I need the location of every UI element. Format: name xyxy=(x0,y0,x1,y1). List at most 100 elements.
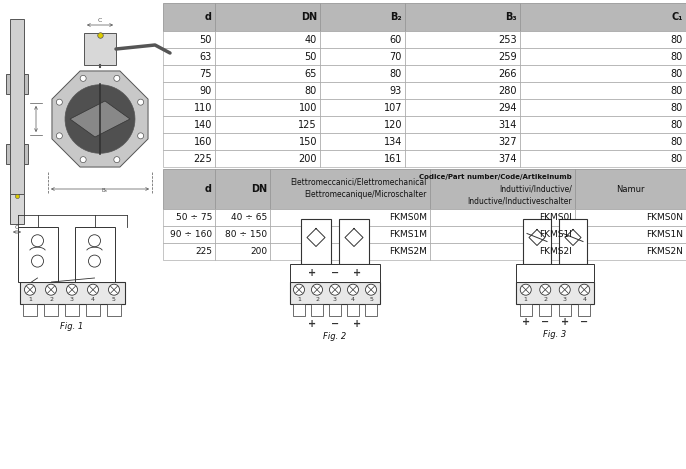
Text: 75: 75 xyxy=(200,68,212,78)
Circle shape xyxy=(311,284,322,295)
Bar xyxy=(215,31,320,48)
Text: 100: 100 xyxy=(298,103,317,113)
Bar xyxy=(10,19,24,194)
Bar xyxy=(215,99,320,116)
Bar xyxy=(520,65,686,82)
Bar xyxy=(430,169,575,209)
Text: Fig. 3: Fig. 3 xyxy=(543,330,567,339)
Text: 2: 2 xyxy=(315,297,319,302)
Text: Fig. 1: Fig. 1 xyxy=(60,322,84,331)
Text: 280: 280 xyxy=(499,85,517,96)
Bar xyxy=(24,144,28,164)
Text: 80: 80 xyxy=(671,136,683,146)
Circle shape xyxy=(138,133,143,139)
Bar xyxy=(320,150,405,167)
Bar xyxy=(430,209,575,226)
Bar xyxy=(86,304,99,316)
Bar xyxy=(163,150,215,167)
Bar xyxy=(215,133,320,150)
Text: 327: 327 xyxy=(498,136,517,146)
Text: FKMS1I: FKMS1I xyxy=(539,230,572,239)
Bar xyxy=(516,264,594,282)
Circle shape xyxy=(32,235,43,247)
Text: 160: 160 xyxy=(193,136,212,146)
Text: 80: 80 xyxy=(671,35,683,45)
Text: 225: 225 xyxy=(195,247,212,256)
Text: 80: 80 xyxy=(671,68,683,78)
Text: 1: 1 xyxy=(297,297,301,302)
Bar xyxy=(215,48,320,65)
Circle shape xyxy=(294,284,305,295)
Bar xyxy=(270,169,430,209)
Text: C: C xyxy=(98,18,102,23)
Text: 200: 200 xyxy=(298,153,317,164)
Bar xyxy=(520,150,686,167)
Text: +: + xyxy=(560,317,569,327)
Bar xyxy=(163,65,215,82)
Text: Induttivi/Inductive/: Induttivi/Inductive/ xyxy=(499,184,572,194)
Text: 80: 80 xyxy=(305,85,317,96)
Bar xyxy=(311,304,322,316)
Bar xyxy=(163,3,215,31)
Bar xyxy=(163,82,215,99)
Bar xyxy=(45,304,58,316)
Text: 225: 225 xyxy=(193,153,212,164)
Bar xyxy=(320,99,405,116)
Circle shape xyxy=(114,76,120,81)
Text: +: + xyxy=(353,319,362,329)
Text: 374: 374 xyxy=(499,153,517,164)
Bar xyxy=(18,227,58,282)
Text: 253: 253 xyxy=(498,35,517,45)
Text: Namur: Namur xyxy=(616,184,645,194)
Bar xyxy=(23,304,37,316)
Text: 266: 266 xyxy=(499,68,517,78)
Text: FKMS0M: FKMS0M xyxy=(389,213,427,222)
Text: 134: 134 xyxy=(383,136,402,146)
Bar xyxy=(405,150,520,167)
Bar xyxy=(559,219,587,264)
Bar xyxy=(575,169,686,209)
Bar xyxy=(519,304,532,316)
Bar xyxy=(558,304,571,316)
Bar xyxy=(520,133,686,150)
Text: 140: 140 xyxy=(193,120,212,129)
Bar xyxy=(75,227,115,282)
Text: 80: 80 xyxy=(671,153,683,164)
Text: 200: 200 xyxy=(250,247,267,256)
Text: d: d xyxy=(205,12,212,22)
Text: B₃: B₃ xyxy=(506,12,517,22)
Bar xyxy=(215,150,320,167)
Polygon shape xyxy=(52,71,148,167)
Circle shape xyxy=(114,157,120,163)
Text: 2: 2 xyxy=(543,297,547,302)
Text: DN: DN xyxy=(251,184,267,194)
Text: 110: 110 xyxy=(193,103,212,113)
Text: 65: 65 xyxy=(305,68,317,78)
Bar xyxy=(320,116,405,133)
Text: DN: DN xyxy=(301,12,317,22)
Circle shape xyxy=(32,255,43,267)
Text: 80: 80 xyxy=(390,68,402,78)
Bar xyxy=(339,219,369,264)
Circle shape xyxy=(88,284,99,295)
Circle shape xyxy=(56,99,62,105)
Text: FKMS0I: FKMS0I xyxy=(539,213,572,222)
Text: +: + xyxy=(309,268,316,278)
Bar xyxy=(270,243,430,260)
Circle shape xyxy=(67,284,78,295)
Bar xyxy=(523,219,551,264)
Text: B₂: B₂ xyxy=(390,12,402,22)
Bar xyxy=(430,243,575,260)
Bar xyxy=(215,3,320,31)
Bar xyxy=(578,304,591,316)
Bar xyxy=(347,304,359,316)
Text: −: − xyxy=(541,317,549,327)
Text: 50: 50 xyxy=(200,35,212,45)
Circle shape xyxy=(88,235,101,247)
Bar xyxy=(65,304,79,316)
Text: 5: 5 xyxy=(369,297,373,302)
Bar xyxy=(163,226,215,243)
Text: FKMS1M: FKMS1M xyxy=(389,230,427,239)
Bar xyxy=(520,99,686,116)
Bar xyxy=(320,48,405,65)
